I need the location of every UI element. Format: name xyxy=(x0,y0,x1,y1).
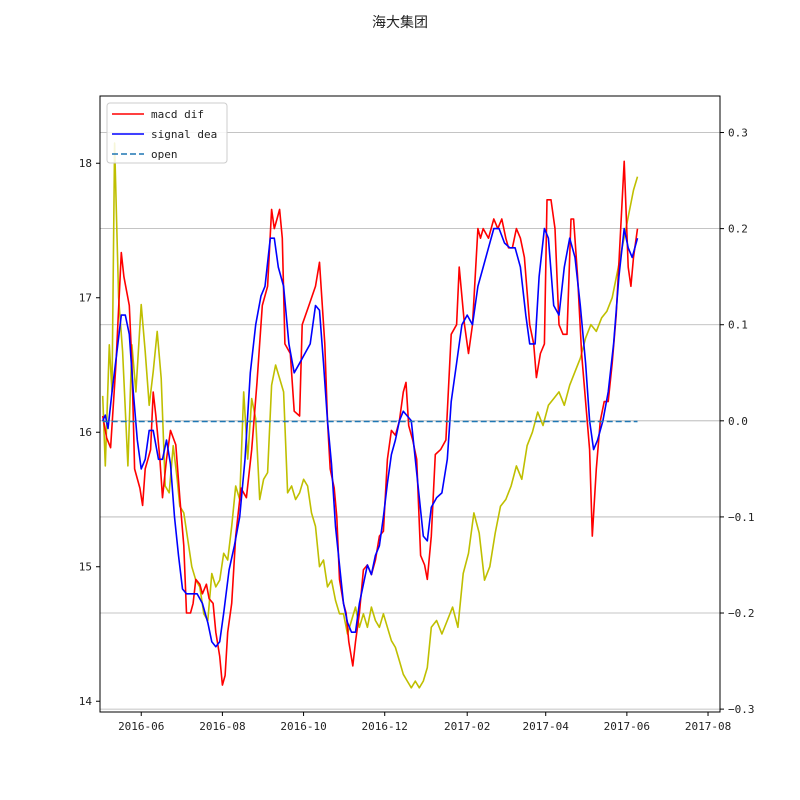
right-tick-label-2: −0.1 xyxy=(728,511,755,524)
left-tick-label-2: 16 xyxy=(79,426,92,439)
x-tick-label-1: 2016-08 xyxy=(199,720,245,733)
right-tick-label-6: 0.3 xyxy=(728,127,748,140)
x-tick-label-3: 2016-12 xyxy=(362,720,408,733)
x-tick-label-4: 2017-02 xyxy=(444,720,490,733)
right-tick-label-0: −0.3 xyxy=(728,703,755,716)
right-tick-label-4: 0.1 xyxy=(728,319,748,332)
right-tick-label-5: 0.2 xyxy=(728,223,748,236)
plot-area: 14 15 16 17 18 −0.3 −0.2 −0.1 0.0 0.1 0.2 0.3 2016-0… xyxy=(79,95,755,733)
legend-label-2: open xyxy=(151,148,178,161)
x-tick-label-7: 2017-08 xyxy=(685,720,731,733)
x-tick-label-2: 2016-10 xyxy=(280,720,326,733)
left-tick-label-4: 18 xyxy=(79,157,92,170)
left-tick-label-1: 15 xyxy=(79,561,92,574)
x-tick-label-5: 2017-04 xyxy=(523,720,570,733)
right-tick-label-1: −0.2 xyxy=(728,607,755,620)
legend-box xyxy=(106,102,228,164)
left-tick-label-3: 17 xyxy=(79,292,92,305)
axes-frame xyxy=(99,95,721,713)
x-tick-label-0: 2016-06 xyxy=(118,720,164,733)
signal-dea-line xyxy=(101,227,639,648)
chart-title: 海大集团 xyxy=(372,14,428,31)
x-tick-label-6: 2017-06 xyxy=(604,720,650,733)
macd-dif-line xyxy=(101,160,639,686)
legend-label-0: macd dif xyxy=(151,108,204,121)
left-tick-label-0: 14 xyxy=(79,695,93,708)
legend-label-1: signal dea xyxy=(151,128,217,141)
right-tick-label-3: 0.0 xyxy=(728,415,748,428)
